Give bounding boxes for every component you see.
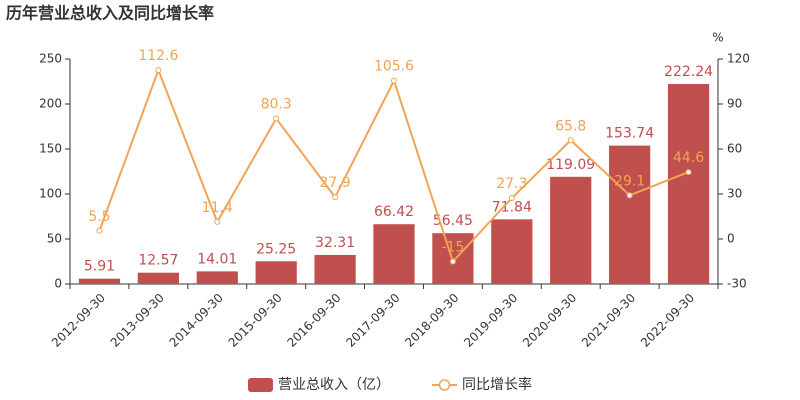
y2-tick-label: 30	[727, 187, 742, 201]
x-tick-label: 2021-09-30	[579, 291, 638, 350]
y-tick-label: 50	[47, 232, 62, 246]
line-value-label: 11.4	[202, 200, 233, 216]
line-value-label: 65.8	[555, 118, 586, 134]
line-value-label: 27.9	[320, 175, 351, 191]
bar-value-label: 153.74	[605, 126, 654, 142]
x-tick-label: 2017-09-30	[343, 291, 402, 350]
line-value-label: 44.6	[673, 150, 704, 166]
x-tick-label: 2013-09-30	[108, 291, 167, 350]
y2-tick-label: -30	[727, 277, 747, 291]
bar-value-label: 25.25	[256, 241, 296, 257]
y2-tick-label: 0	[727, 232, 735, 246]
y2-tick-label: 60	[727, 142, 742, 156]
y2-axis-label: %	[712, 31, 723, 45]
x-tick-label: 2016-09-30	[284, 291, 343, 350]
bar	[196, 271, 238, 284]
bar-value-label: 56.45	[433, 213, 473, 229]
line-value-label: -15	[441, 240, 464, 256]
y-tick-label: 200	[39, 97, 62, 111]
bar	[314, 254, 356, 284]
x-tick-label: 2015-09-30	[226, 291, 285, 350]
legend-label: 同比增长率	[462, 376, 532, 393]
y-tick-label: 150	[39, 142, 62, 156]
bar-value-label: 66.42	[374, 204, 414, 220]
bar	[550, 176, 592, 284]
line-value-label: 27.3	[496, 176, 527, 192]
y-tick-label: 250	[39, 52, 62, 66]
bar	[373, 224, 415, 284]
x-tick-label: 2019-09-30	[461, 291, 520, 350]
bar-value-label: 119.09	[546, 157, 595, 173]
y2-tick-label: 120	[727, 52, 750, 66]
bar-value-label: 12.57	[138, 253, 178, 269]
chart-title: 历年营业总收入及同比增长率	[6, 4, 214, 23]
y2-tick-label: 90	[727, 97, 742, 111]
line-point	[449, 258, 456, 265]
line-value-label: 5.5	[88, 209, 110, 225]
legend-swatch	[438, 379, 451, 391]
line-point	[214, 218, 221, 225]
bar	[609, 145, 651, 284]
line-point	[332, 194, 339, 201]
bar	[78, 278, 121, 284]
legend-label: 营业总收入（亿）	[278, 377, 390, 393]
y-tick-label: 100	[39, 187, 62, 201]
line-point	[508, 195, 515, 202]
x-tick-label: 2018-09-30	[402, 291, 461, 350]
bar-value-label: 5.91	[84, 259, 115, 275]
x-tick-label: 2012-09-30	[49, 291, 108, 350]
x-tick-label: 2014-09-30	[167, 291, 226, 350]
bar-value-label: 222.24	[664, 64, 713, 80]
line-point	[155, 67, 162, 74]
y-tick-label: 0	[54, 277, 62, 291]
bar	[491, 219, 533, 284]
line-point	[685, 169, 692, 176]
line-point	[626, 192, 633, 199]
line-point	[391, 77, 397, 84]
line-point	[273, 115, 280, 122]
bar-value-label: 71.84	[492, 199, 532, 215]
bar-value-label: 14.01	[197, 251, 237, 267]
bar-value-label: 32.31	[315, 235, 355, 251]
x-tick-label: 2022-09-30	[638, 291, 697, 350]
legend-swatch	[248, 378, 273, 392]
x-tick-label: 2020-09-30	[520, 291, 579, 350]
line-value-label: 29.1	[614, 173, 645, 189]
line-value-label: 112.6	[138, 48, 178, 64]
bar	[137, 272, 179, 284]
line-point	[567, 137, 574, 144]
bar	[255, 261, 297, 284]
bar	[667, 83, 710, 284]
line-point	[96, 227, 103, 234]
line-value-label: 80.3	[261, 97, 292, 113]
line-value-label: 105.6	[374, 59, 414, 75]
